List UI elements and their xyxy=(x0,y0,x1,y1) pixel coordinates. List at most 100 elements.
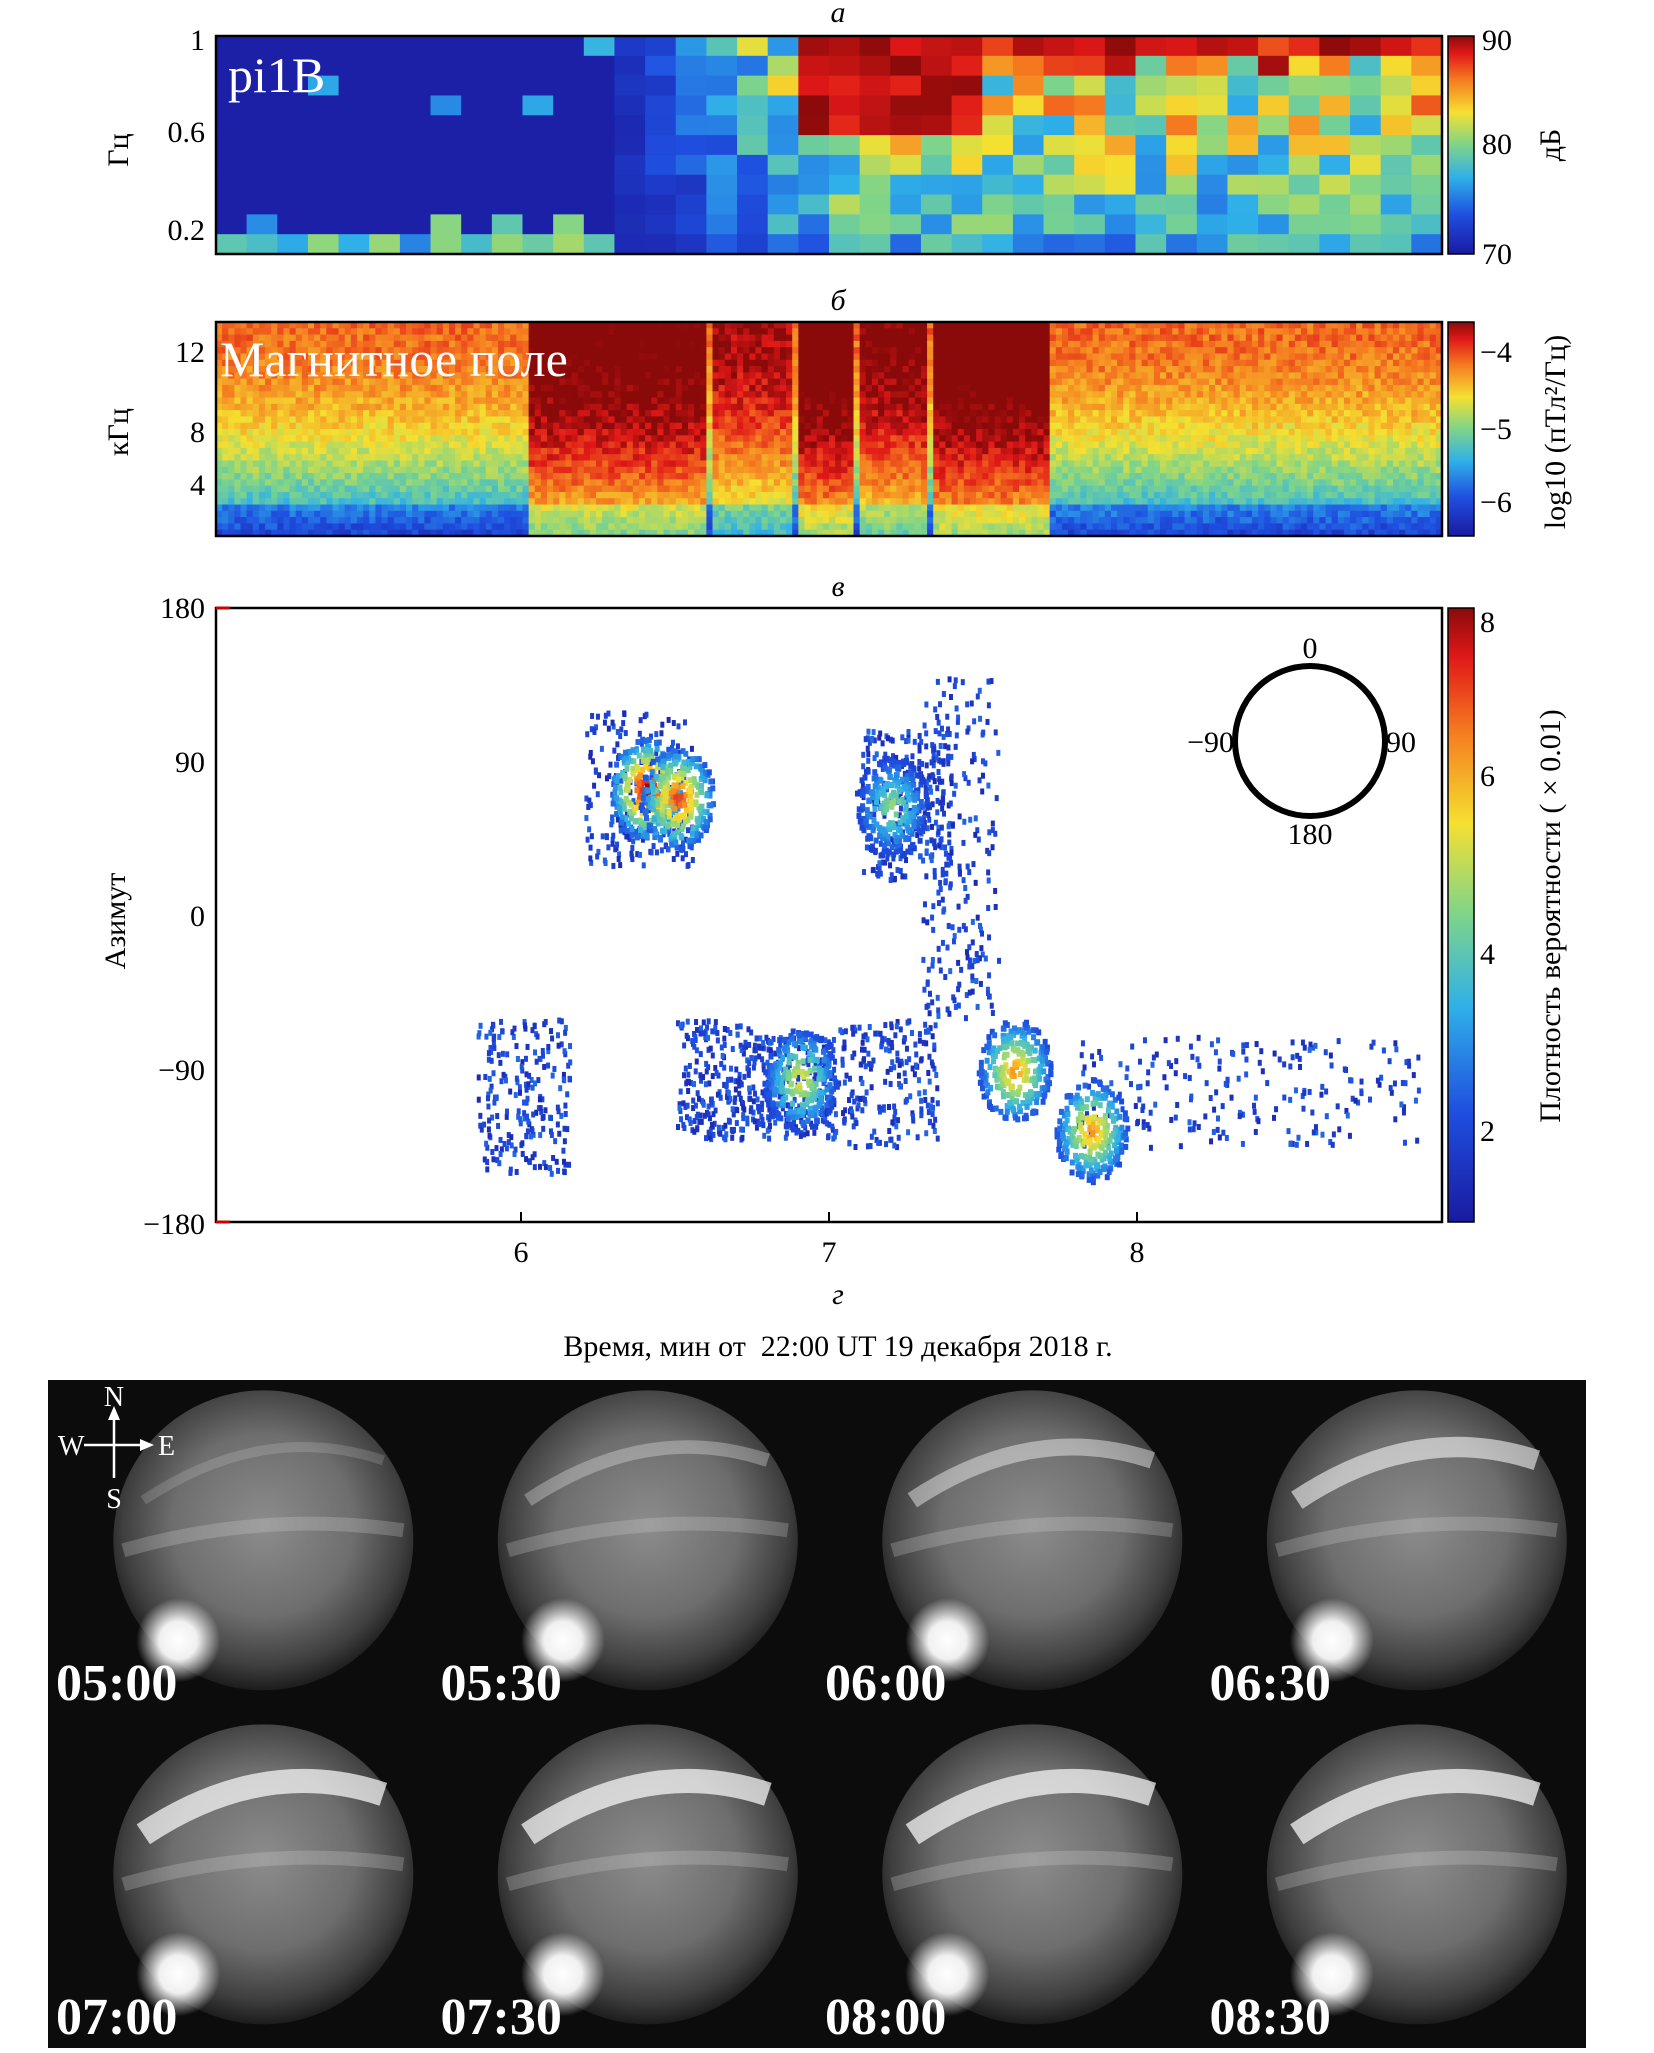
spec-cell xyxy=(841,416,848,424)
spec-cell xyxy=(902,334,910,342)
spec-cell xyxy=(976,473,983,480)
spec-cell xyxy=(1031,353,1039,361)
spec-cell xyxy=(559,359,567,367)
spec-cell xyxy=(865,429,873,436)
spec-cell xyxy=(792,340,799,348)
spec-cell xyxy=(804,523,812,531)
spec-cell xyxy=(442,517,450,525)
spec-cell xyxy=(1006,366,1014,373)
heat-cell xyxy=(522,95,554,116)
spec-cell xyxy=(822,473,830,480)
spec-cell xyxy=(718,491,726,499)
spec-cell xyxy=(626,485,634,493)
spec-cell xyxy=(969,340,977,348)
spec-cell xyxy=(277,517,285,525)
spec-cell xyxy=(663,410,671,418)
spec-cell xyxy=(737,340,744,348)
spec-cell xyxy=(681,441,689,449)
spec-cell xyxy=(724,504,732,512)
spec-cell xyxy=(853,353,861,361)
heat-cell xyxy=(522,154,554,176)
spec-cell xyxy=(902,422,910,430)
spec-cell xyxy=(565,391,573,399)
spec-cell xyxy=(265,359,272,367)
spec-cell xyxy=(865,491,873,499)
spec-cell xyxy=(939,353,947,361)
spec-cell xyxy=(216,466,223,474)
spec-cell xyxy=(951,410,959,418)
spec-cell xyxy=(853,372,861,380)
spec-cell xyxy=(430,416,438,424)
spec-cell xyxy=(596,460,603,468)
spec-cell xyxy=(246,466,254,474)
spec-cell xyxy=(688,460,695,468)
spec-cell xyxy=(571,510,579,518)
spec-cell xyxy=(988,397,996,405)
heat-cell xyxy=(1258,194,1290,215)
spec-cell xyxy=(792,504,799,512)
spec-cell xyxy=(632,479,640,487)
spec-cell xyxy=(455,347,462,355)
spec-cell xyxy=(669,473,677,480)
spec-cell xyxy=(927,454,934,462)
heat-cell xyxy=(737,95,769,116)
spec-cell xyxy=(761,347,769,355)
spec-cell xyxy=(589,322,597,329)
spec-cell xyxy=(878,422,885,430)
spec-cell xyxy=(547,359,554,367)
spec-cell xyxy=(332,366,340,373)
spec-cell xyxy=(406,479,413,487)
spec-cell xyxy=(547,340,554,348)
heat-cell xyxy=(1411,194,1443,215)
spec-cell xyxy=(700,397,707,405)
spec-cell xyxy=(271,485,278,493)
spec-cell xyxy=(246,491,254,499)
spec-cell xyxy=(620,366,628,373)
spec-cell xyxy=(651,429,658,436)
spec-cell xyxy=(632,334,640,342)
spec-cell xyxy=(240,391,248,399)
spec-cell xyxy=(338,491,346,499)
spec-cell xyxy=(626,334,634,342)
spec-cell xyxy=(504,441,511,449)
spec-cell xyxy=(767,410,775,418)
spec-cell xyxy=(743,485,750,493)
spec-cell xyxy=(767,517,775,525)
spec-cell xyxy=(596,359,603,367)
spec-cell xyxy=(626,447,634,455)
spec-cell xyxy=(399,485,407,493)
spec-cell xyxy=(651,328,658,336)
spec-cell xyxy=(884,347,891,355)
spec-cell xyxy=(749,447,757,455)
heat-cell xyxy=(645,55,677,77)
spec-cell xyxy=(326,473,334,480)
spec-cell xyxy=(356,447,364,455)
spec-cell xyxy=(265,529,272,537)
spec-cell xyxy=(694,397,701,405)
spec-cell xyxy=(933,529,940,537)
spec-cell xyxy=(675,410,683,418)
spec-cell xyxy=(718,359,726,367)
spec-cell xyxy=(865,473,873,480)
spec-cell xyxy=(479,403,487,411)
spec-cell xyxy=(724,372,732,380)
spec-cell xyxy=(436,510,444,518)
spec-cell xyxy=(442,441,450,449)
spec-cell xyxy=(442,334,450,342)
spec-cell xyxy=(957,366,965,373)
heat-cell xyxy=(1411,135,1443,156)
spec-cell xyxy=(804,403,812,411)
heat-cell xyxy=(645,36,677,57)
spec-cell xyxy=(602,372,609,380)
heat-cell xyxy=(1043,115,1075,136)
spec-cell xyxy=(645,460,652,468)
spec-cell xyxy=(773,384,781,392)
spec-cell xyxy=(1012,485,1020,493)
heat-cell xyxy=(491,115,523,136)
spec-cell xyxy=(571,372,579,380)
spec-cell xyxy=(1000,529,1008,537)
spec-cell xyxy=(442,529,450,537)
spec-cell xyxy=(326,359,334,367)
spec-cell xyxy=(841,529,848,537)
spec-cell xyxy=(216,510,223,518)
